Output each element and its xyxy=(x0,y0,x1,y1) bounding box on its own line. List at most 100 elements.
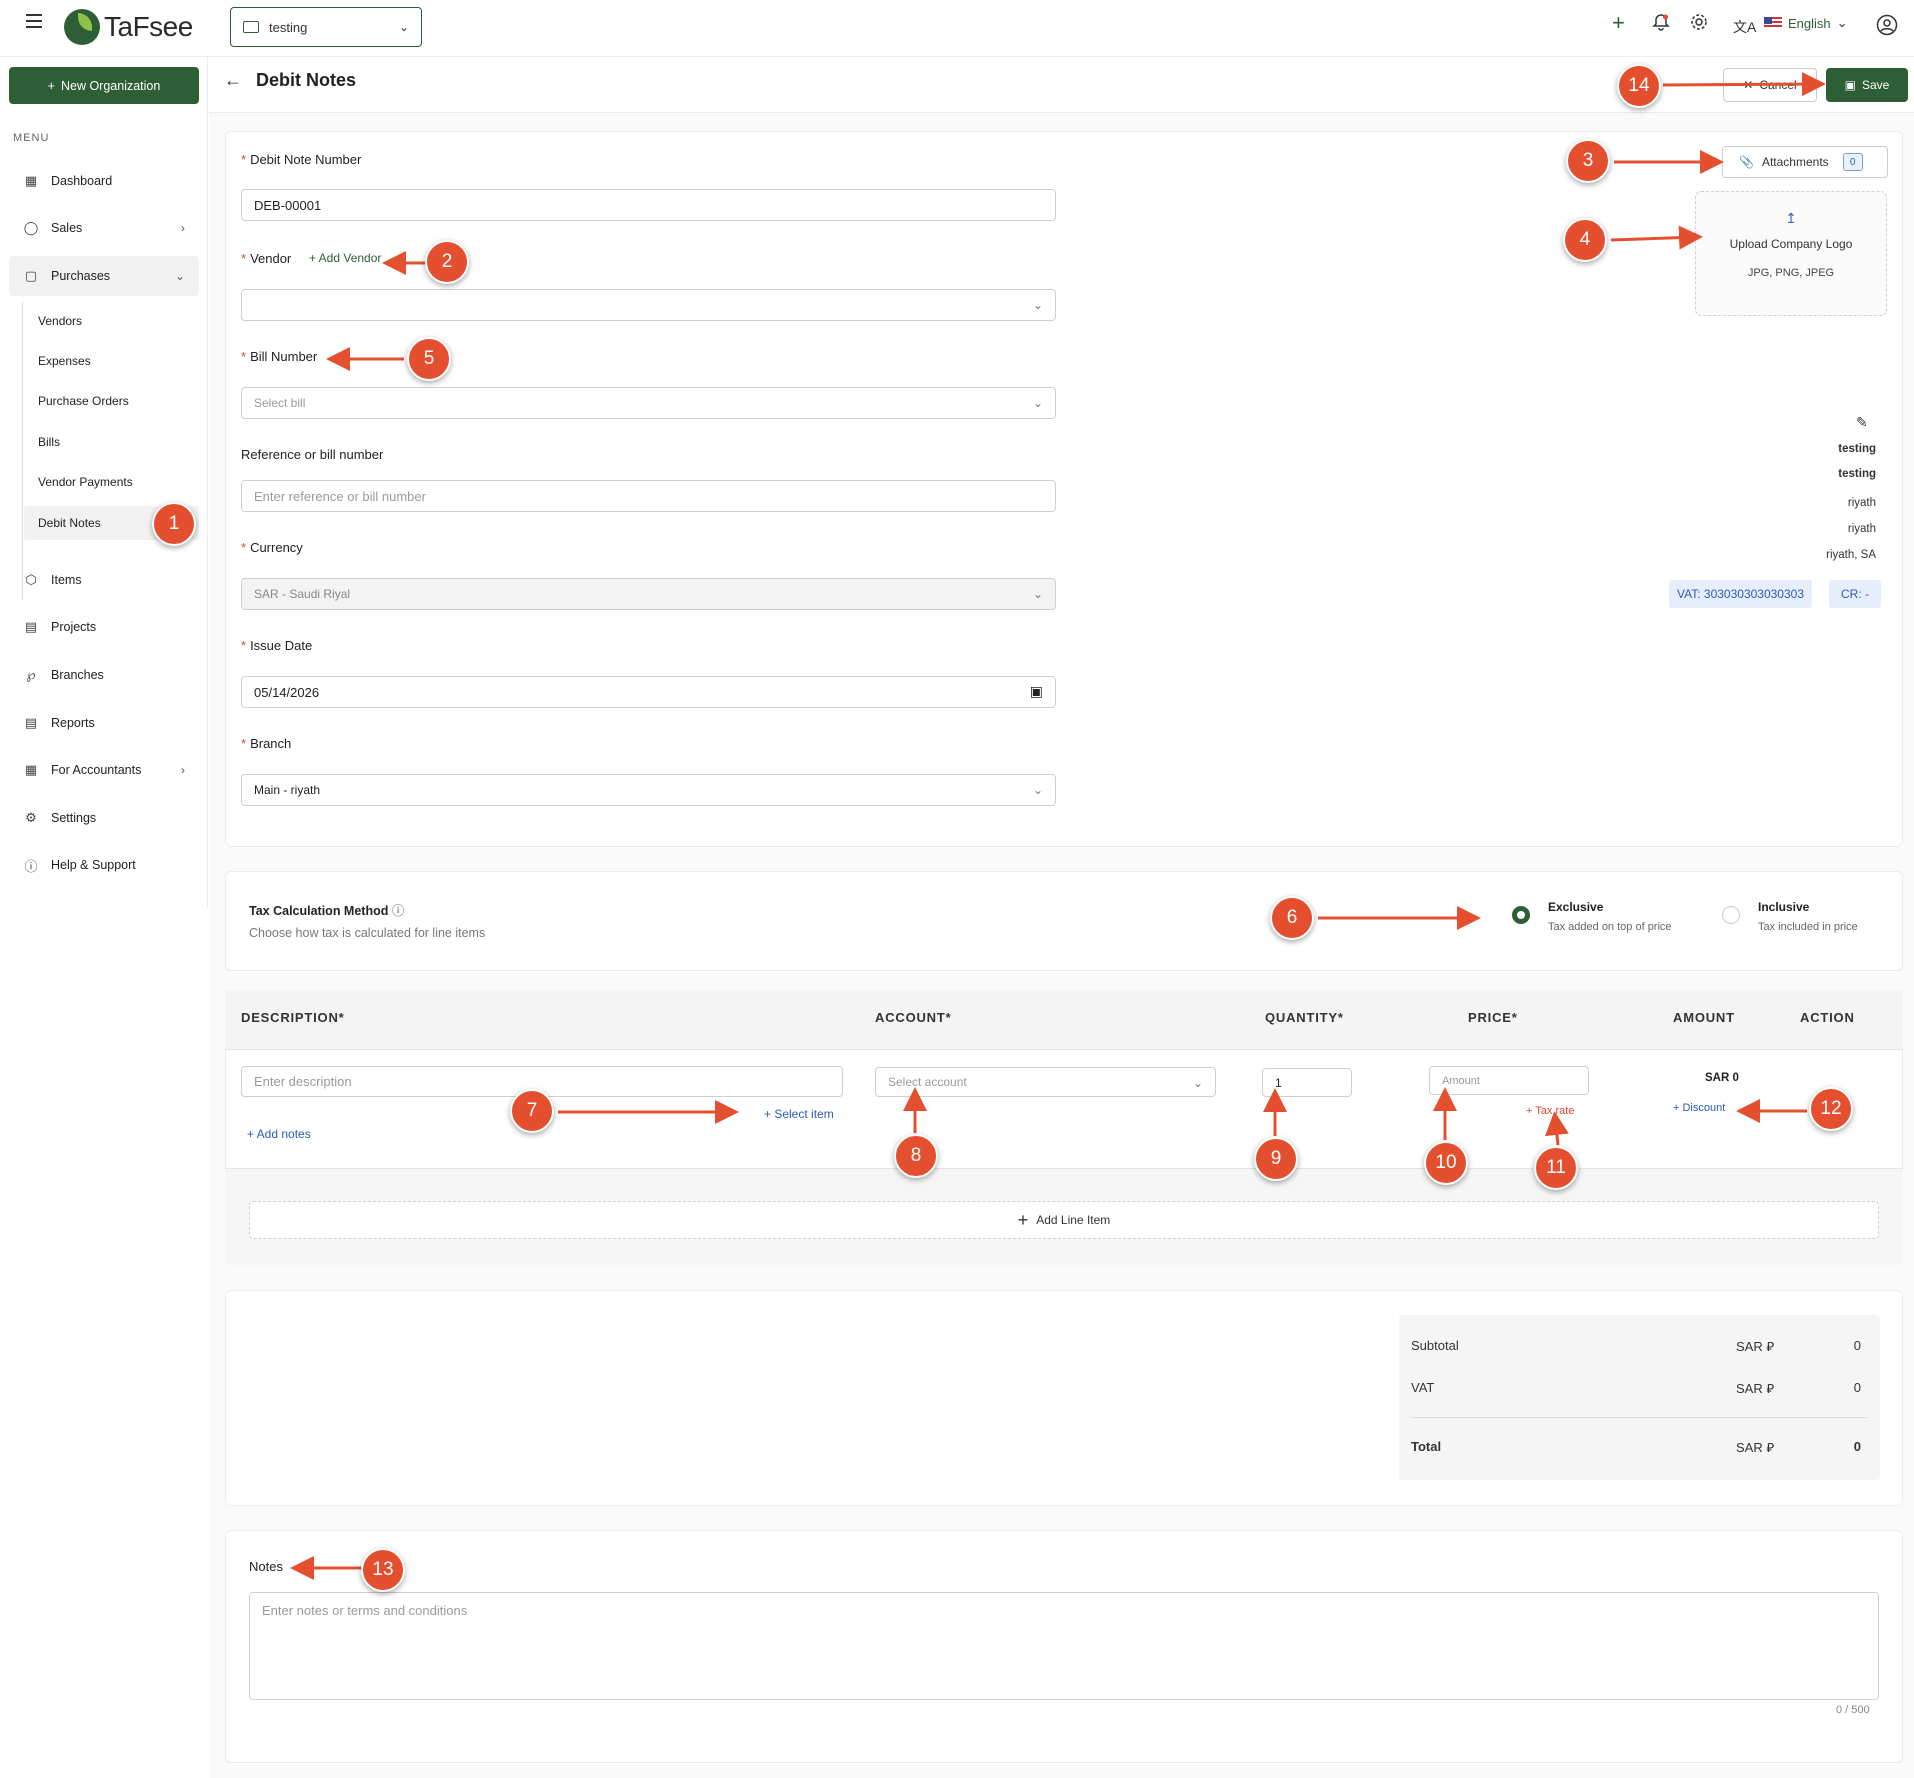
sidebar-item-items[interactable]: ⬡ Items xyxy=(9,560,199,600)
callout-9: 9 xyxy=(1254,1137,1298,1181)
upload-company-logo[interactable]: ↥ Upload Company Logo JPG, PNG, JPEG xyxy=(1695,191,1887,316)
tax-rate-link[interactable]: + Tax rate xyxy=(1526,1105,1575,1117)
callout-6: 6 xyxy=(1270,896,1314,940)
reference-input[interactable]: Enter reference or bill number xyxy=(241,480,1056,512)
callout-3: 3 xyxy=(1566,139,1610,183)
user-icon[interactable] xyxy=(1876,14,1898,41)
org-name-1: testing xyxy=(1838,443,1876,455)
cancel-button[interactable]: ✕ Cancel xyxy=(1723,68,1817,102)
logo-mark-icon xyxy=(64,9,100,45)
callout-14: 14 xyxy=(1617,64,1661,108)
tag-icon: ◯ xyxy=(23,220,39,235)
account-select[interactable]: Select account ⌄ xyxy=(875,1067,1216,1097)
sidebar-item-reports[interactable]: ▤ Reports xyxy=(24,715,95,730)
plus-icon: + xyxy=(1017,1209,1029,1230)
chevron-down-icon: ⌄ xyxy=(1032,587,1043,601)
total-row: Total SAR ⃁ 0 xyxy=(1411,1439,1871,1455)
edit-icon[interactable]: ✎ xyxy=(1856,414,1868,430)
subtotal-value: 0 xyxy=(1853,1338,1861,1353)
exclusive-radio[interactable] xyxy=(1512,906,1530,924)
organization-name: testing xyxy=(269,19,308,35)
sidebar-item-dashboard[interactable]: ▦ Dashboard xyxy=(24,173,113,188)
header-action: ACTION xyxy=(1800,1010,1855,1025)
sidebar-subitem-expenses[interactable]: Expenses xyxy=(38,354,91,368)
sidebar-item-branches[interactable]: ℘ Branches xyxy=(9,655,199,695)
translate-icon[interactable]: 文A xyxy=(1733,19,1757,35)
org-address-line-1: riyath xyxy=(1847,497,1876,509)
subtotal-label: Subtotal xyxy=(1411,1338,1459,1353)
notes-textarea[interactable]: Enter notes or terms and conditions xyxy=(249,1592,1879,1700)
subtotal-currency: SAR ⃁ xyxy=(1736,1339,1775,1354)
gear-icon[interactable] xyxy=(1690,13,1708,36)
info-icon: ⓘ xyxy=(391,904,405,918)
sidebar-subitem-vendors[interactable]: Vendors xyxy=(38,314,83,328)
bill-number-label: * Bill Number xyxy=(241,349,318,364)
sidebar-item-help-support[interactable]: ⓘ Help & Support xyxy=(9,845,199,885)
branch-icon: ℘ xyxy=(26,667,36,682)
report-icon: ▤ xyxy=(24,715,38,730)
reference-label: Reference or bill number xyxy=(241,447,384,462)
sidebar-item-for-accountants[interactable]: ▦ For Accountants › xyxy=(24,762,185,777)
save-button[interactable]: ▣ Save xyxy=(1826,68,1908,102)
price-input[interactable]: Amount xyxy=(1429,1066,1589,1095)
menu-label: MENU xyxy=(13,132,50,144)
sidebar-item-purchases[interactable]: ▢ Purchases ⌄ xyxy=(9,256,199,296)
sidebar-item-settings[interactable]: ⚙ Settings xyxy=(9,798,199,838)
back-arrow-icon[interactable]: ← xyxy=(224,70,242,90)
vendor-select[interactable]: ⌄ xyxy=(241,289,1056,321)
page-title: Debit Notes xyxy=(256,70,357,90)
totals-divider xyxy=(1411,1417,1867,1418)
tax-method-title: Tax Calculation Method ⓘ xyxy=(249,904,405,918)
debit-note-number-input[interactable]: DEB-00001 xyxy=(241,189,1056,221)
add-vendor-link[interactable]: + Add Vendor xyxy=(309,251,382,265)
callout-2: 2 xyxy=(425,240,469,284)
language-select[interactable]: English ⌄ xyxy=(1764,15,1848,31)
header-account: ACCOUNT* xyxy=(875,1010,952,1025)
currency-select[interactable]: SAR - Saudi Riyal ⌄ xyxy=(241,578,1056,610)
upload-icon: ↥ xyxy=(1785,210,1797,226)
callout-7: 7 xyxy=(510,1089,554,1133)
organization-select[interactable]: testing ⌄ xyxy=(230,7,422,47)
callout-10: 10 xyxy=(1424,1141,1468,1185)
total-label: Total xyxy=(1411,1439,1442,1454)
vat-currency: SAR ⃁ xyxy=(1736,1381,1775,1396)
language-label: English xyxy=(1788,15,1831,31)
folder-icon xyxy=(243,21,259,33)
attachments-button[interactable]: 📎 Attachments 0 xyxy=(1722,146,1888,178)
inclusive-subtitle: Tax included in price xyxy=(1758,921,1858,933)
inclusive-title: Inclusive xyxy=(1758,900,1810,914)
sidebar-subitem-purchase-orders[interactable]: Purchase Orders xyxy=(38,394,129,408)
menu-icon[interactable] xyxy=(26,14,42,28)
bill-number-select[interactable]: Select bill ⌄ xyxy=(241,387,1056,419)
doc-icon: ▤ xyxy=(24,619,38,634)
discount-link[interactable]: + Discount xyxy=(1673,1102,1726,1114)
branch-select[interactable]: Main - riyath ⌄ xyxy=(241,774,1056,806)
callout-11: 11 xyxy=(1534,1146,1578,1190)
chevron-down-icon: ⌄ xyxy=(1032,298,1043,312)
vat-label: VAT xyxy=(1411,1380,1435,1395)
box-icon: ⬡ xyxy=(25,572,37,587)
issue-date-label: * Issue Date xyxy=(241,638,313,653)
issue-date-input[interactable]: 05/14/2026 ▣ xyxy=(241,676,1056,708)
calendar-icon[interactable]: ▣ xyxy=(1029,683,1043,699)
chevron-down-icon: ⌄ xyxy=(1032,396,1043,410)
quantity-input[interactable]: 1 xyxy=(1262,1068,1352,1097)
bell-icon[interactable] xyxy=(1652,13,1670,36)
new-organization-button[interactable]: + New Organization xyxy=(9,67,199,104)
sidebar-subitem-vendor-payments[interactable]: Vendor Payments xyxy=(38,475,133,489)
sidebar-item-sales[interactable]: ◯ Sales › xyxy=(23,220,185,235)
sidebar-subitem-bills[interactable]: Bills xyxy=(38,435,61,449)
inclusive-radio[interactable] xyxy=(1722,906,1740,924)
select-item-link[interactable]: + Select item xyxy=(764,1107,834,1121)
vat-badge: VAT: 303030303030303 xyxy=(1669,580,1813,608)
sidebar-item-projects[interactable]: ▤ Projects xyxy=(24,619,97,634)
paperclip-icon: 📎 xyxy=(1739,155,1754,169)
submenu-line xyxy=(22,302,23,600)
chevron-down-icon: ⌄ xyxy=(1032,783,1043,797)
plus-icon[interactable]: + xyxy=(1612,10,1625,35)
sidebar: + New Organization MENU ▦ Dashboard ◯ Sale… xyxy=(0,57,208,907)
add-notes-link[interactable]: + Add notes xyxy=(247,1127,311,1141)
org-name-2: testing xyxy=(1838,468,1876,480)
chevron-down-icon: ⌄ xyxy=(1836,15,1848,30)
add-line-item-button[interactable]: + Add Line Item xyxy=(249,1201,1879,1239)
